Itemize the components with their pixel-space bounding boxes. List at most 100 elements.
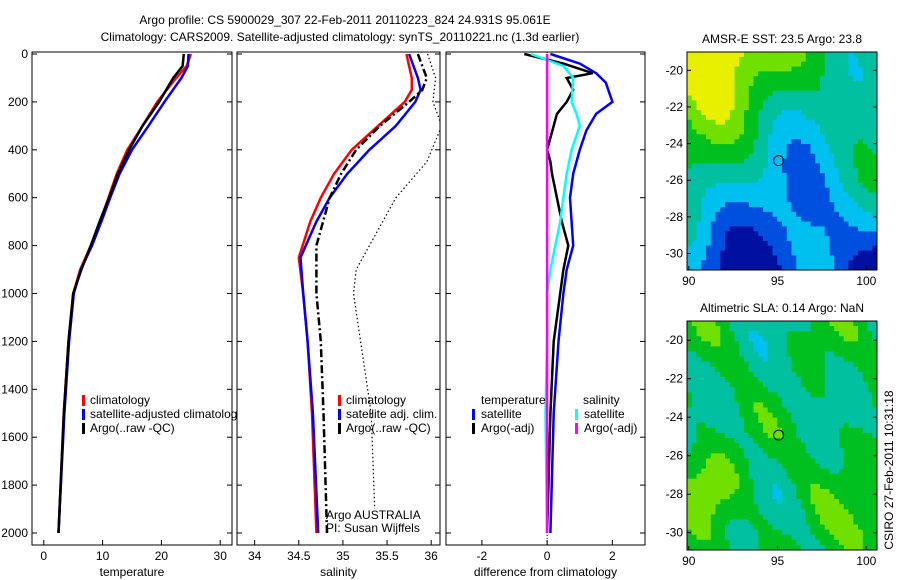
map-cell bbox=[839, 361, 845, 368]
map-cell bbox=[820, 371, 826, 378]
map-cell bbox=[729, 427, 735, 434]
map-cell bbox=[734, 509, 740, 515]
map-cell bbox=[829, 207, 835, 213]
map-cell bbox=[739, 119, 745, 126]
map-cell bbox=[848, 519, 854, 526]
map-cell bbox=[791, 473, 797, 480]
map-cell bbox=[820, 529, 826, 536]
map-cell bbox=[701, 182, 707, 189]
map-cell bbox=[706, 192, 712, 198]
map-cell bbox=[801, 539, 807, 546]
map-cell bbox=[810, 114, 816, 121]
map-cell bbox=[796, 114, 802, 121]
map-cell bbox=[715, 366, 721, 373]
map-cell bbox=[763, 509, 769, 515]
map-cell bbox=[739, 182, 745, 189]
map-cell bbox=[853, 163, 859, 169]
map-cell bbox=[753, 458, 759, 464]
map-cell bbox=[758, 356, 764, 363]
map-cell bbox=[701, 255, 707, 261]
map-cell bbox=[867, 226, 873, 232]
map-cell bbox=[710, 85, 716, 92]
map-cell bbox=[862, 402, 868, 409]
map-cell bbox=[753, 134, 759, 140]
map-cell bbox=[810, 240, 816, 247]
map-cell bbox=[715, 265, 721, 271]
map-cell bbox=[791, 356, 797, 363]
map-cell bbox=[786, 231, 792, 237]
map-cell bbox=[848, 341, 854, 347]
map-cell bbox=[710, 168, 716, 174]
map-cell bbox=[744, 221, 750, 227]
map-cell bbox=[801, 226, 807, 232]
map-cell bbox=[815, 432, 821, 439]
map-cell bbox=[767, 197, 773, 203]
map-cell bbox=[729, 139, 735, 145]
map-cell bbox=[872, 417, 878, 424]
map-cell bbox=[796, 245, 802, 252]
map-cell bbox=[801, 52, 807, 58]
map-cell bbox=[725, 524, 731, 531]
map-cell bbox=[715, 139, 721, 145]
map-cell bbox=[834, 100, 840, 106]
map-cell bbox=[706, 202, 712, 208]
map-cell bbox=[786, 148, 792, 155]
map-cell bbox=[710, 114, 716, 121]
map-cell bbox=[763, 483, 769, 490]
x-tick-label: 95 bbox=[771, 274, 785, 288]
map-cell bbox=[834, 250, 840, 256]
map-cell bbox=[748, 250, 754, 256]
map-cell bbox=[824, 529, 830, 536]
map-cell bbox=[691, 458, 697, 464]
map-cell bbox=[739, 265, 745, 271]
map-cell bbox=[843, 114, 849, 121]
map-cell bbox=[710, 387, 716, 393]
map-cell bbox=[820, 376, 826, 383]
map-cell bbox=[758, 524, 764, 531]
map-cell bbox=[791, 236, 797, 242]
map-cell bbox=[710, 197, 716, 203]
map-cell bbox=[725, 192, 731, 198]
map-cell bbox=[853, 524, 859, 531]
map-cell bbox=[739, 226, 745, 232]
map-cell bbox=[753, 52, 759, 58]
map-cell bbox=[801, 207, 807, 213]
map-cell bbox=[867, 76, 873, 82]
map-cell bbox=[829, 61, 835, 68]
map-cell bbox=[715, 105, 721, 111]
map-cell bbox=[758, 371, 764, 378]
map-cell bbox=[758, 211, 764, 218]
map-cell bbox=[753, 245, 759, 252]
map-cell bbox=[867, 443, 873, 449]
map-cell bbox=[706, 71, 712, 77]
map-cell bbox=[696, 438, 702, 444]
map-cell bbox=[786, 76, 792, 82]
map-cell bbox=[748, 197, 754, 203]
map-cell bbox=[715, 95, 721, 101]
map-cell bbox=[720, 361, 726, 368]
map-cell bbox=[763, 544, 769, 551]
map-cell bbox=[782, 231, 788, 237]
map-cell bbox=[777, 211, 783, 218]
map-cell bbox=[782, 529, 788, 536]
map-cell bbox=[687, 129, 693, 135]
map-cell bbox=[872, 110, 878, 116]
map-cell bbox=[777, 177, 783, 184]
legend-header: temperature bbox=[481, 393, 546, 407]
map-cell bbox=[848, 81, 854, 87]
map-cell bbox=[815, 402, 821, 409]
map-cell bbox=[820, 226, 826, 232]
map-cell bbox=[772, 412, 778, 419]
map-cell bbox=[734, 488, 740, 495]
map-cell bbox=[805, 231, 811, 237]
map-cell bbox=[853, 110, 859, 116]
map-cell bbox=[858, 366, 864, 373]
map-cell bbox=[853, 494, 859, 500]
map-cell bbox=[729, 524, 735, 531]
map-cell bbox=[791, 494, 797, 500]
map-cell bbox=[691, 207, 697, 213]
map-cell bbox=[791, 197, 797, 203]
map-cell bbox=[734, 387, 740, 393]
map-cell bbox=[810, 366, 816, 373]
map-cell bbox=[786, 494, 792, 500]
